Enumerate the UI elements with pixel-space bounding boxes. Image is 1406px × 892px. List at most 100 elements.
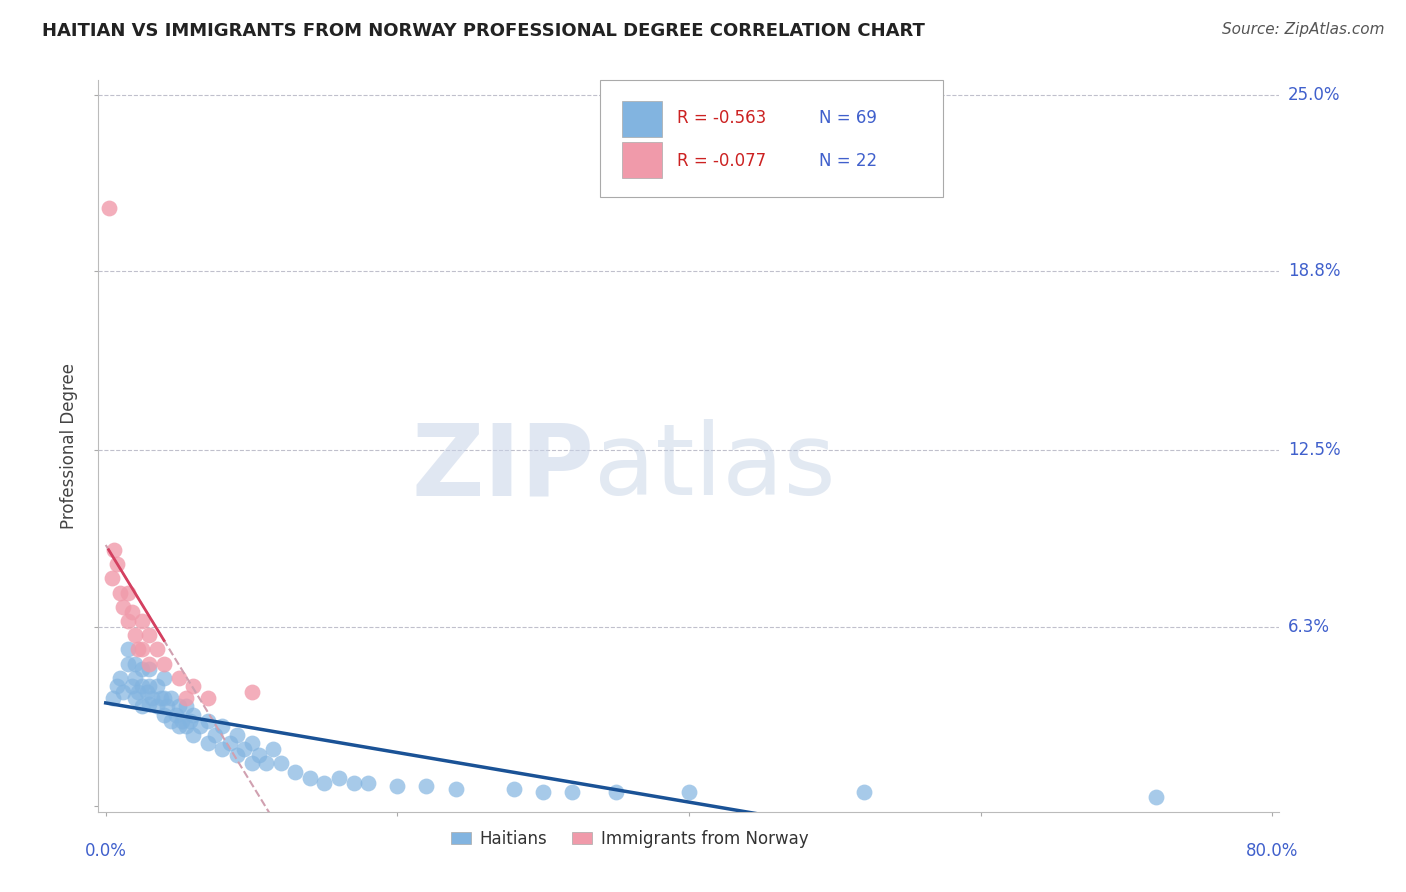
Point bbox=[181, 708, 204, 723]
Text: R = -0.563: R = -0.563 bbox=[678, 110, 766, 128]
Point bbox=[138, 697, 160, 711]
Text: N = 22: N = 22 bbox=[818, 152, 877, 169]
Text: HAITIAN VS IMMIGRANTS FROM NORWAY PROFESSIONAL DEGREE CORRELATION CHART: HAITIAN VS IMMIGRANTS FROM NORWAY PROFES… bbox=[42, 22, 925, 40]
Point bbox=[124, 671, 146, 685]
Point bbox=[117, 642, 139, 657]
Text: ZIP: ZIP bbox=[412, 419, 595, 516]
Point bbox=[314, 776, 336, 790]
Point bbox=[170, 714, 193, 728]
Point bbox=[226, 728, 249, 742]
Point bbox=[561, 785, 583, 799]
Point bbox=[678, 785, 700, 799]
Point bbox=[131, 662, 153, 676]
Point bbox=[153, 657, 176, 671]
Text: 0.0%: 0.0% bbox=[84, 842, 127, 860]
Point bbox=[138, 657, 160, 671]
Point bbox=[357, 776, 380, 790]
Point bbox=[218, 736, 240, 750]
Point bbox=[197, 714, 219, 728]
Point bbox=[103, 542, 125, 557]
Point bbox=[197, 736, 219, 750]
Point bbox=[131, 680, 153, 694]
Text: N = 69: N = 69 bbox=[818, 110, 877, 128]
Point bbox=[531, 785, 554, 799]
Point bbox=[117, 614, 139, 628]
Point bbox=[153, 708, 176, 723]
Point bbox=[160, 714, 183, 728]
Point bbox=[179, 714, 201, 728]
Point bbox=[605, 785, 627, 799]
Point bbox=[165, 708, 187, 723]
Text: R = -0.077: R = -0.077 bbox=[678, 152, 766, 169]
Point bbox=[444, 781, 467, 796]
Point bbox=[138, 662, 160, 676]
Point bbox=[233, 742, 256, 756]
Point bbox=[131, 642, 153, 657]
FancyBboxPatch shape bbox=[600, 80, 943, 197]
Point bbox=[101, 690, 124, 705]
Point bbox=[110, 585, 132, 599]
Point bbox=[174, 699, 197, 714]
Point bbox=[240, 736, 263, 750]
Point bbox=[117, 657, 139, 671]
Point bbox=[298, 771, 321, 785]
Point bbox=[211, 719, 233, 733]
Point bbox=[181, 728, 204, 742]
Point bbox=[160, 690, 183, 705]
Point bbox=[197, 690, 219, 705]
Point bbox=[167, 699, 190, 714]
Point bbox=[328, 771, 350, 785]
Point bbox=[254, 756, 277, 771]
Point bbox=[145, 699, 167, 714]
Point bbox=[387, 779, 409, 793]
Point bbox=[112, 599, 135, 614]
Point bbox=[100, 571, 122, 585]
Point bbox=[105, 557, 128, 571]
Point bbox=[145, 680, 167, 694]
Point bbox=[167, 671, 190, 685]
Point bbox=[153, 671, 176, 685]
Point bbox=[204, 728, 226, 742]
Point bbox=[415, 779, 437, 793]
Text: 18.8%: 18.8% bbox=[1288, 262, 1340, 280]
Point bbox=[135, 685, 157, 699]
Point bbox=[150, 690, 173, 705]
FancyBboxPatch shape bbox=[621, 143, 662, 178]
Point bbox=[174, 690, 197, 705]
Point bbox=[852, 785, 875, 799]
Point bbox=[141, 690, 163, 705]
Point bbox=[240, 685, 263, 699]
Point bbox=[121, 680, 143, 694]
Point bbox=[167, 719, 190, 733]
Point bbox=[124, 628, 146, 642]
Point bbox=[226, 747, 249, 762]
Point bbox=[127, 685, 149, 699]
Point bbox=[117, 585, 139, 599]
Y-axis label: Professional Degree: Professional Degree bbox=[60, 363, 79, 529]
Text: 25.0%: 25.0% bbox=[1288, 86, 1340, 103]
Point bbox=[503, 781, 526, 796]
Point bbox=[262, 742, 284, 756]
Point bbox=[145, 642, 167, 657]
Point bbox=[138, 628, 160, 642]
Point bbox=[240, 756, 263, 771]
Point bbox=[105, 680, 128, 694]
FancyBboxPatch shape bbox=[621, 101, 662, 136]
Point bbox=[247, 747, 270, 762]
Point bbox=[131, 614, 153, 628]
Text: 12.5%: 12.5% bbox=[1288, 442, 1340, 459]
Point bbox=[124, 657, 146, 671]
Point bbox=[131, 699, 153, 714]
Text: Source: ZipAtlas.com: Source: ZipAtlas.com bbox=[1222, 22, 1385, 37]
Point bbox=[138, 680, 160, 694]
Point bbox=[127, 642, 149, 657]
Text: 6.3%: 6.3% bbox=[1288, 618, 1330, 636]
Legend: Haitians, Immigrants from Norway: Haitians, Immigrants from Norway bbox=[444, 823, 815, 855]
Text: atlas: atlas bbox=[595, 419, 837, 516]
Point bbox=[1144, 790, 1167, 805]
Point bbox=[97, 202, 120, 216]
Point bbox=[110, 671, 132, 685]
Text: 80.0%: 80.0% bbox=[1246, 842, 1298, 860]
Point bbox=[174, 719, 197, 733]
Point bbox=[121, 606, 143, 620]
